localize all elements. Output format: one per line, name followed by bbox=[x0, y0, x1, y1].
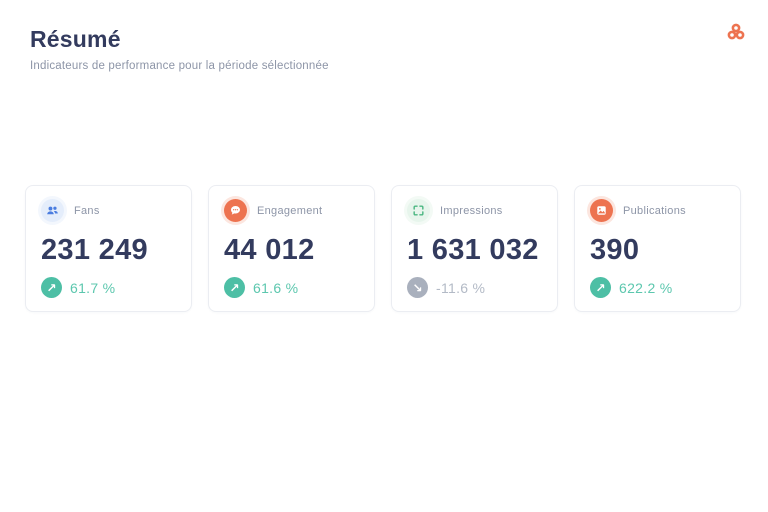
kpi-card-header: Engagement bbox=[224, 199, 359, 222]
kpi-card-header: Impressions bbox=[407, 199, 542, 222]
kpi-label: Fans bbox=[74, 204, 100, 217]
page-title: Résumé bbox=[30, 26, 121, 52]
users-icon bbox=[41, 199, 64, 222]
kpi-delta-value: -11.6 % bbox=[436, 279, 486, 296]
kpi-delta-row: ↘ -11.6 % bbox=[407, 277, 542, 298]
trend-down-icon: ↘ bbox=[407, 277, 428, 298]
kpi-delta-row: ↗ 61.6 % bbox=[224, 277, 359, 298]
kpi-label: Impressions bbox=[440, 204, 503, 217]
kpi-value: 44 012 bbox=[224, 234, 315, 266]
kpi-delta-row: ↗ 61.7 % bbox=[41, 277, 176, 298]
kpi-label: Engagement bbox=[257, 204, 323, 217]
kpi-delta-value: 61.7 % bbox=[70, 279, 116, 296]
page-header: Résumé Indicateurs de performance pour l… bbox=[30, 26, 744, 72]
trend-up-icon: ↗ bbox=[224, 277, 245, 298]
kpi-label: Publications bbox=[623, 204, 686, 217]
kpi-card-fans: Fans 231 249 ↗ 61.7 % bbox=[25, 185, 192, 312]
kpi-delta-value: 622.2 % bbox=[619, 279, 673, 296]
kpi-card-header: Publications bbox=[590, 199, 725, 222]
kpi-cards-row: Fans 231 249 ↗ 61.7 % Engagement 44 bbox=[25, 185, 741, 312]
kpi-value: 231 249 bbox=[41, 234, 148, 266]
image-icon bbox=[590, 199, 613, 222]
kpi-value: 1 631 032 bbox=[407, 234, 539, 266]
kpi-card-header: Fans bbox=[41, 199, 176, 222]
molecule-icon bbox=[726, 22, 746, 42]
trend-up-icon: ↗ bbox=[41, 277, 62, 298]
trend-up-icon: ↗ bbox=[590, 277, 611, 298]
chat-bubble-icon bbox=[224, 199, 247, 222]
kpi-card-impressions: Impressions 1 631 032 ↘ -11.6 % bbox=[391, 185, 558, 312]
kpi-card-engagement: Engagement 44 012 ↗ 61.6 % bbox=[208, 185, 375, 312]
frame-selection-icon bbox=[407, 199, 430, 222]
kpi-delta-row: ↗ 622.2 % bbox=[590, 277, 725, 298]
kpi-delta-value: 61.6 % bbox=[253, 279, 299, 296]
page-subtitle: Indicateurs de performance pour la pério… bbox=[30, 60, 329, 72]
kpi-card-publications: Publications 390 ↗ 622.2 % bbox=[574, 185, 741, 312]
kpi-value: 390 bbox=[590, 234, 640, 266]
